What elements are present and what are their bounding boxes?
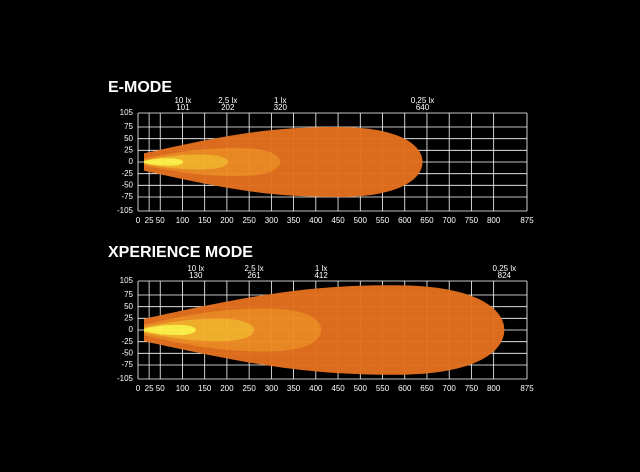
x-tick-label: 50 xyxy=(156,216,165,225)
y-tick-label: 50 xyxy=(124,134,133,143)
x-tick-label: 200 xyxy=(220,384,234,393)
x-tick-label: 700 xyxy=(443,384,457,393)
x-tick-label: 0 xyxy=(136,384,141,393)
zone-distance: 824 xyxy=(498,271,512,280)
zone-distance: 412 xyxy=(314,271,328,280)
x-tick-label: 25 xyxy=(145,216,154,225)
x-tick-label: 350 xyxy=(287,384,301,393)
x-tick-label: 400 xyxy=(309,216,323,225)
x-tick-label: 875 xyxy=(520,384,534,393)
y-tick-label: -75 xyxy=(121,360,133,369)
x-tick-label: 650 xyxy=(420,384,434,393)
y-tick-label: 105 xyxy=(120,276,134,285)
y-tick-label: 50 xyxy=(124,302,133,311)
x-tick-label: 0 xyxy=(136,216,141,225)
x-tick-label: 300 xyxy=(265,384,279,393)
x-tick-label: 200 xyxy=(220,216,234,225)
beam-zone xyxy=(144,285,505,375)
chart-title: E-MODE xyxy=(108,79,172,96)
zone-name: 10 lx xyxy=(187,264,204,273)
y-tick-label: 25 xyxy=(124,145,133,154)
x-tick-label: 450 xyxy=(331,384,345,393)
zone-name: 1 lx xyxy=(274,96,286,105)
x-tick-label: 25 xyxy=(145,384,154,393)
x-tick-label: 50 xyxy=(156,384,165,393)
beam-zone xyxy=(144,158,183,166)
x-tick-label: 550 xyxy=(376,384,390,393)
beam-zone xyxy=(144,318,255,342)
x-tick-label: 600 xyxy=(398,384,412,393)
beam xyxy=(144,285,505,375)
y-tick-label: -105 xyxy=(117,206,134,215)
y-tick-label: -75 xyxy=(121,192,133,201)
chart-title: XPERIENCE MODE xyxy=(108,244,253,261)
zone-distance: 320 xyxy=(274,103,288,112)
y-tick-label: -50 xyxy=(121,180,133,189)
y-tick-label: 25 xyxy=(124,313,133,322)
x-tick-label: 800 xyxy=(487,216,501,225)
beam xyxy=(144,127,423,197)
x-tick-label: 700 xyxy=(443,216,457,225)
y-tick-label: 105 xyxy=(120,108,134,117)
x-tick-label: 150 xyxy=(198,216,212,225)
zone-name: 1 lx xyxy=(315,264,327,273)
zone-name: 2,5 lx xyxy=(244,264,263,273)
x-tick-label: 500 xyxy=(354,384,368,393)
x-tick-label: 800 xyxy=(487,384,501,393)
y-tick-label: 75 xyxy=(124,122,133,131)
y-tick-label: 75 xyxy=(124,290,133,299)
x-tick-label: 100 xyxy=(176,384,190,393)
x-tick-label: 150 xyxy=(198,384,212,393)
zone-name: 0,25 lx xyxy=(493,264,517,273)
zone-name: 2,5 lx xyxy=(218,96,237,105)
x-tick-label: 250 xyxy=(242,216,256,225)
y-tick-label: -25 xyxy=(121,169,133,178)
zone-distance: 202 xyxy=(221,103,235,112)
x-tick-label: 250 xyxy=(242,384,256,393)
x-tick-label: 875 xyxy=(520,216,534,225)
beam-zone xyxy=(144,127,423,197)
zone-distance: 640 xyxy=(416,103,430,112)
zone-name: 0,25 lx xyxy=(411,96,435,105)
zone-distance: 101 xyxy=(176,103,190,112)
x-tick-label: 750 xyxy=(465,216,479,225)
x-tick-label: 650 xyxy=(420,216,434,225)
x-tick-label: 350 xyxy=(287,216,301,225)
x-tick-label: 450 xyxy=(331,216,345,225)
x-tick-label: 500 xyxy=(354,216,368,225)
x-tick-label: 550 xyxy=(376,216,390,225)
zone-distance: 130 xyxy=(189,271,203,280)
x-tick-label: 300 xyxy=(265,216,279,225)
zone-distance: 261 xyxy=(247,271,261,280)
beam-zone xyxy=(144,324,196,336)
x-tick-label: 400 xyxy=(309,384,323,393)
beam-zone xyxy=(144,154,228,170)
zone-name: 10 lx xyxy=(174,96,191,105)
y-tick-label: 0 xyxy=(129,157,134,166)
y-tick-label: 0 xyxy=(129,325,134,334)
x-tick-label: 600 xyxy=(398,216,412,225)
x-tick-label: 750 xyxy=(465,384,479,393)
x-tick-label: 100 xyxy=(176,216,190,225)
y-tick-label: -50 xyxy=(121,348,133,357)
y-tick-label: -25 xyxy=(121,337,133,346)
y-tick-label: -105 xyxy=(117,374,134,383)
